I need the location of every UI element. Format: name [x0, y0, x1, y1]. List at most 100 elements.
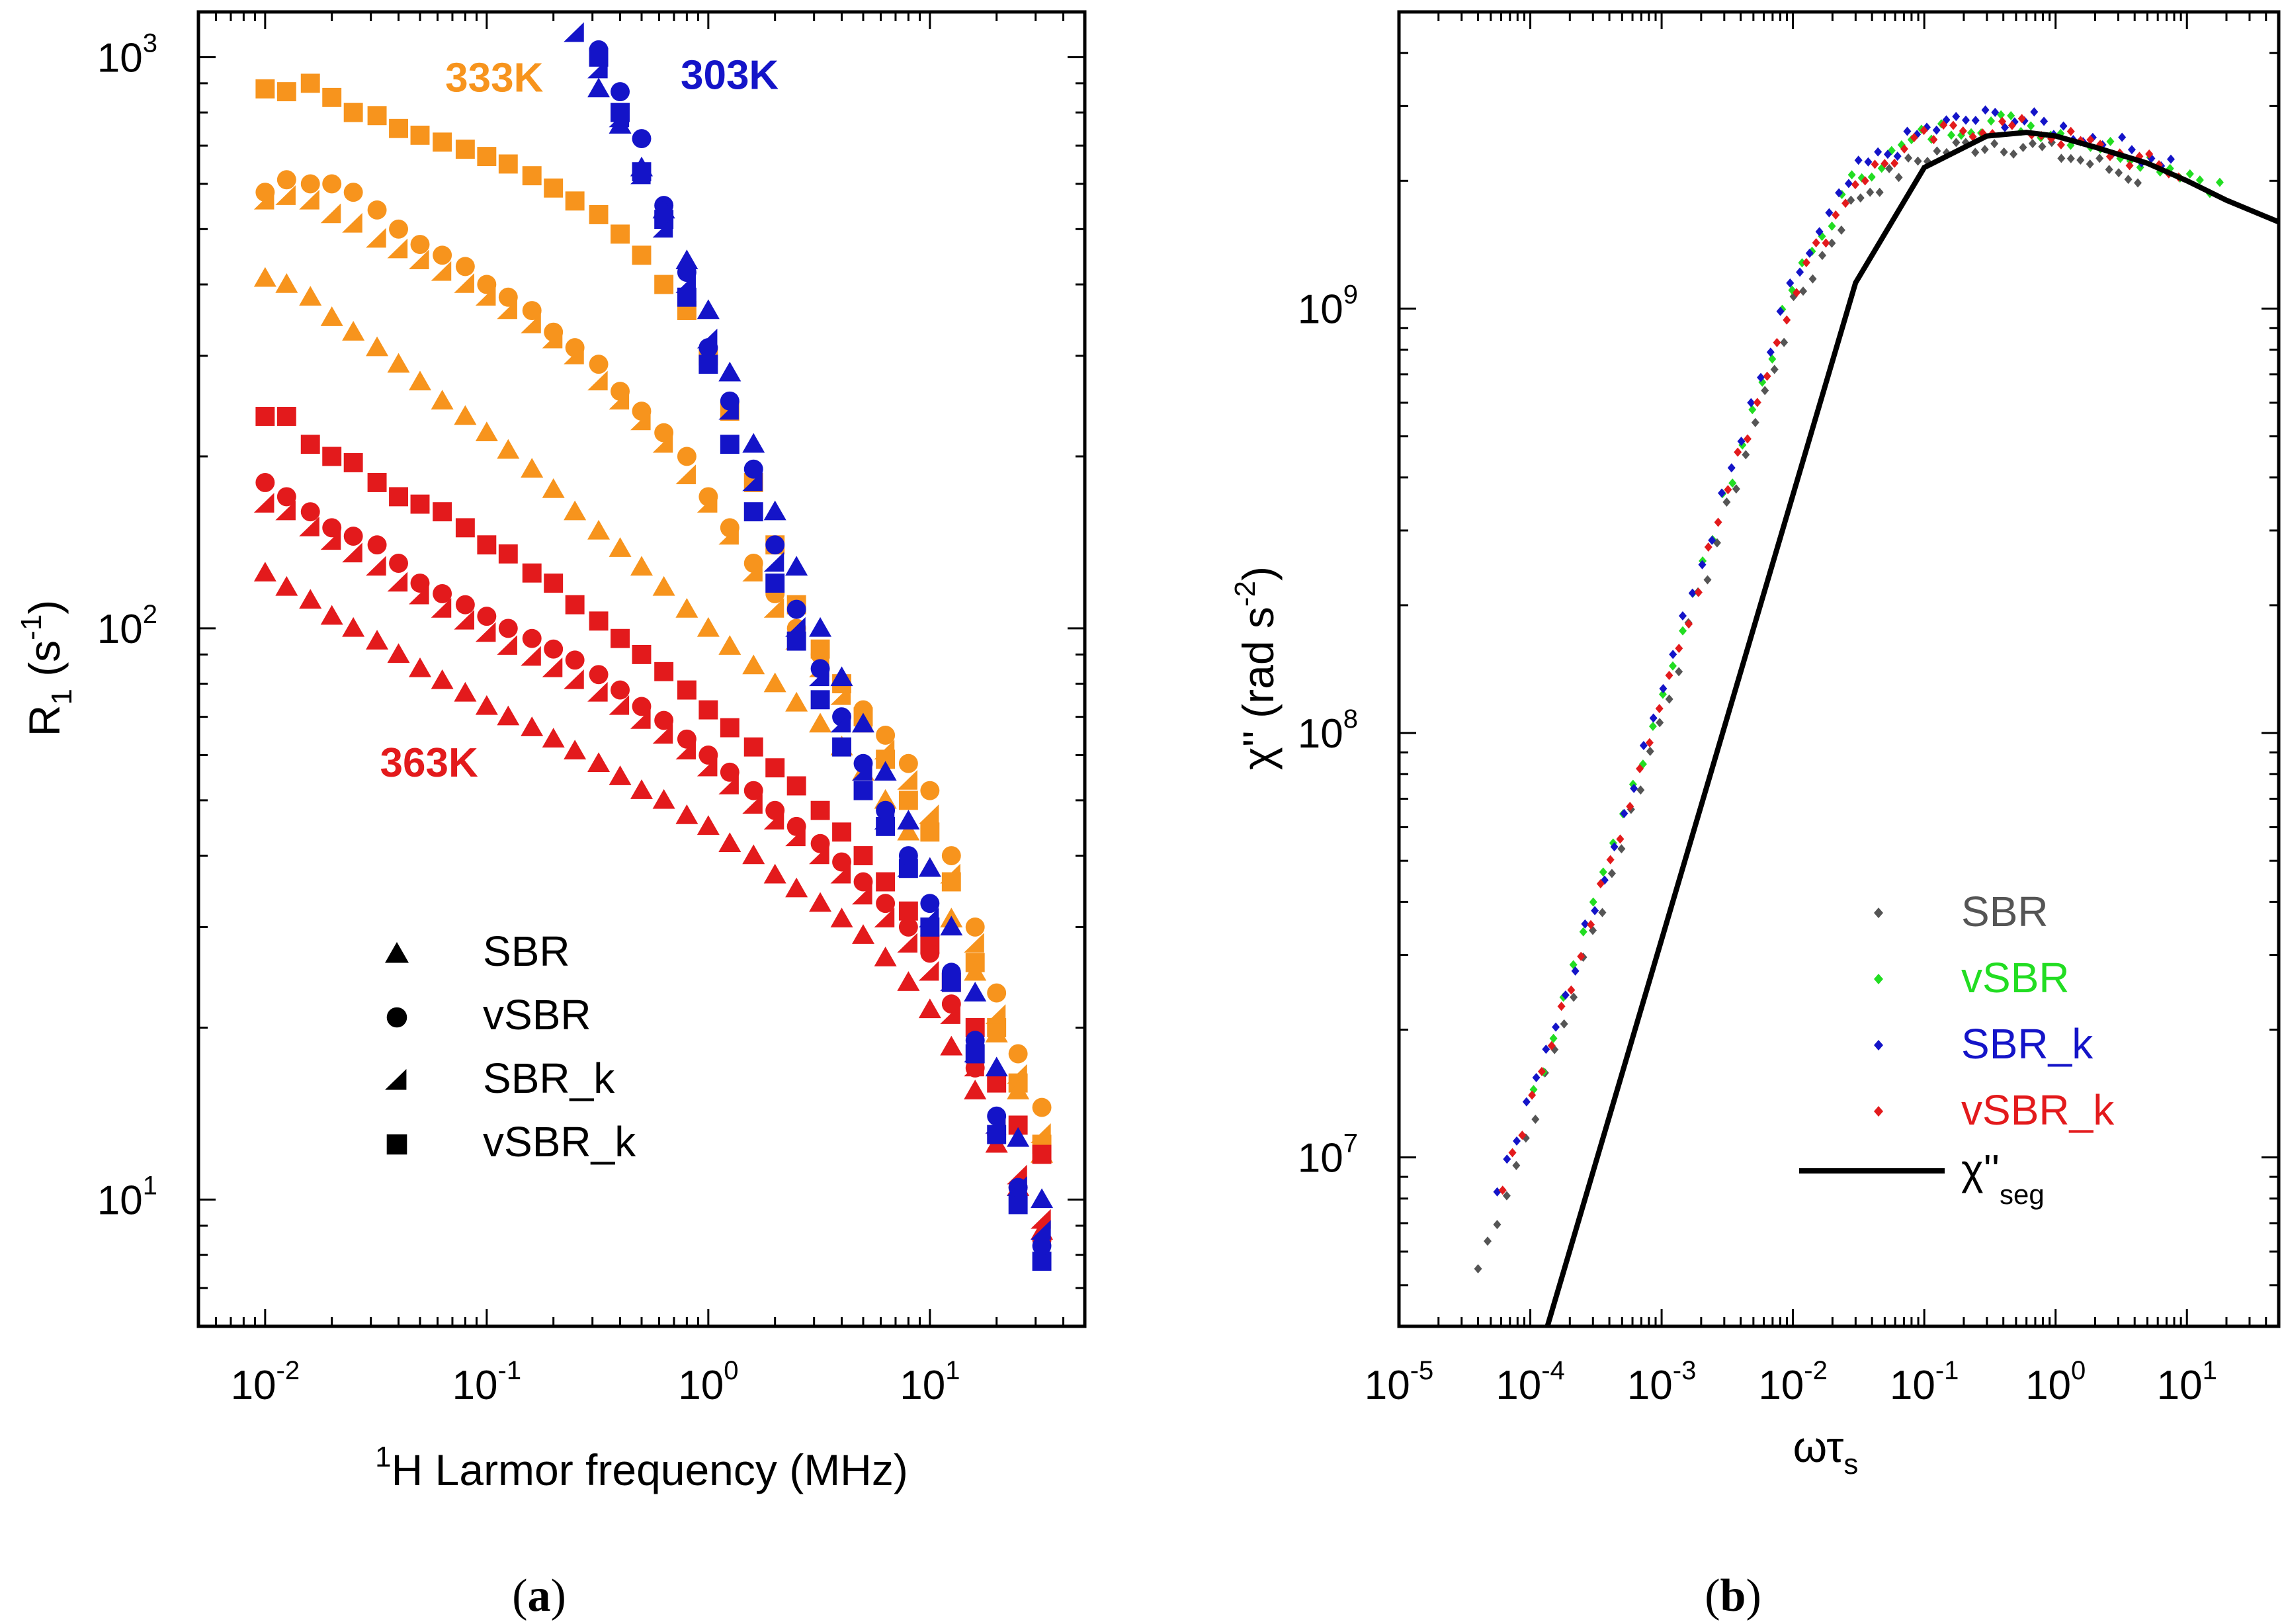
data-point — [1528, 1090, 1537, 1100]
data-point — [1952, 112, 1961, 122]
data-point — [1008, 1195, 1028, 1215]
panel-a-y-tick-label: 102 — [97, 600, 157, 652]
panel-a-xlabel-sup: 1 — [375, 1441, 391, 1473]
data-point — [1032, 1097, 1052, 1117]
data-point — [742, 433, 765, 453]
data-point — [1980, 144, 1989, 154]
data-point — [389, 118, 408, 138]
data-point — [1493, 1220, 1502, 1230]
data-point — [1630, 783, 1638, 793]
data-point — [589, 40, 609, 60]
data-point — [475, 286, 496, 306]
data-point — [343, 527, 363, 546]
data-point — [587, 752, 611, 772]
data-point — [367, 535, 387, 555]
data-point — [433, 584, 452, 603]
data-point — [2019, 142, 2027, 152]
data-point — [322, 87, 342, 107]
data-point — [1675, 667, 1683, 677]
data-point — [897, 810, 920, 830]
panel-a-y-axis-title: R1 (s-1) — [15, 600, 78, 737]
data-point — [1579, 927, 1587, 937]
data-point — [809, 892, 832, 912]
data-point — [275, 576, 298, 596]
data-point — [698, 700, 718, 720]
data-point — [2028, 139, 2037, 149]
data-point — [2105, 165, 2113, 175]
data-point — [1737, 437, 1746, 447]
data-point — [697, 299, 720, 320]
data-point — [1636, 764, 1644, 774]
data-point — [742, 471, 763, 491]
data-point — [785, 556, 808, 576]
data-point — [1812, 238, 1820, 248]
data-point — [522, 301, 542, 320]
data-point — [718, 400, 739, 420]
panel-b-segment-line — [1544, 130, 2280, 1328]
data-point — [652, 198, 675, 219]
data-point — [1780, 337, 1789, 347]
panel-b-y-axis-title: χ'' (rad s-2) — [1229, 566, 1283, 770]
data-point — [477, 147, 497, 167]
legend-marker — [1874, 974, 1883, 984]
data-point — [697, 756, 718, 777]
data-point — [654, 662, 674, 681]
data-point — [1747, 398, 1755, 407]
data-point — [2000, 147, 2008, 157]
data-point — [1783, 315, 1791, 325]
data-point — [1599, 867, 1607, 877]
data-point — [611, 82, 630, 102]
panel-a-x-tick-label: 10-1 — [452, 1356, 522, 1408]
data-point — [1571, 966, 1580, 976]
data-point — [2056, 140, 2065, 150]
data-point — [697, 328, 718, 349]
data-point — [918, 908, 939, 927]
data-point — [431, 261, 452, 281]
data-point — [1939, 120, 1948, 130]
data-point — [2040, 116, 2049, 126]
data-point — [830, 908, 853, 927]
panel-a-ylabel-unit-sup: -1 — [15, 615, 48, 640]
data-point — [697, 493, 718, 513]
data-point — [1864, 157, 1873, 167]
data-point — [1703, 575, 1712, 585]
panel-b-x-axis-title: ωτs — [1793, 1422, 1859, 1480]
data-point — [1704, 542, 1713, 552]
data-point — [300, 73, 320, 93]
data-point — [964, 1080, 987, 1099]
panel-b-ticks — [1398, 11, 2280, 1328]
data-point — [1732, 484, 1740, 494]
data-point — [2030, 107, 2039, 117]
data-point — [1513, 1136, 1521, 1146]
legend-label: vSBR_k — [483, 1118, 636, 1166]
data-point — [1665, 670, 1673, 680]
data-point — [275, 185, 296, 205]
data-point — [431, 390, 454, 410]
data-point — [940, 916, 963, 936]
data-point — [1875, 187, 1884, 197]
data-point — [1851, 180, 1859, 190]
data-point — [1645, 738, 1654, 748]
data-point — [253, 189, 275, 210]
data-point — [985, 1056, 1008, 1077]
data-point — [1991, 107, 2000, 117]
data-point — [1031, 1188, 1054, 1209]
data-point — [742, 562, 763, 581]
data-point — [2066, 153, 2075, 163]
data-point — [609, 695, 630, 715]
data-point — [987, 1073, 1007, 1093]
data-point — [1802, 258, 1810, 268]
data-point — [1847, 195, 1855, 205]
data-point — [2009, 149, 2018, 159]
data-point — [1596, 878, 1605, 888]
panel-a-legend: SBR vSBR SBR_k vSBR_k — [385, 927, 636, 1166]
data-point — [2007, 110, 2015, 120]
data-point — [275, 273, 298, 293]
data-point — [832, 737, 851, 757]
data-point — [1522, 1097, 1531, 1107]
data-point — [1920, 126, 1928, 136]
data-point — [874, 946, 897, 966]
data-point — [1825, 208, 1834, 218]
panel-a-x-tick-label: 10-2 — [231, 1356, 300, 1408]
